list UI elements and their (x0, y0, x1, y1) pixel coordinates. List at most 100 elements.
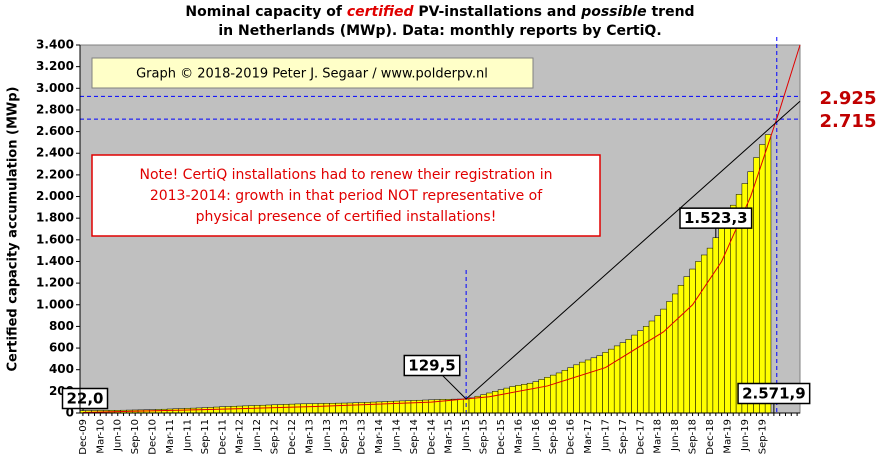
x-tick-label: Jun-14 (391, 419, 402, 452)
x-tick-label: Sep-19 (757, 419, 768, 454)
y-tick-label: 2.200 (36, 167, 74, 181)
chart-title: in Netherlands (MWp). Data: monthly repo… (218, 23, 661, 39)
y-tick-label: 3.200 (36, 59, 74, 73)
value-label: 129,5 (408, 357, 455, 375)
x-tick-label: Jun-18 (670, 419, 681, 452)
y-tick-label: 1.600 (36, 232, 74, 246)
x-tick-label: Mar-14 (374, 419, 385, 454)
title-part: PV-installations and (414, 4, 582, 20)
bar (335, 402, 342, 414)
y-axis-label: Certified capacity accumulation (MWp) (6, 87, 21, 372)
bar (596, 355, 603, 414)
bar (277, 404, 284, 414)
bar (341, 402, 348, 414)
bar (509, 386, 516, 414)
note-text: Note! CertiQ installations had to renew … (139, 167, 552, 183)
bar (683, 276, 690, 414)
bar (654, 315, 661, 414)
bar (579, 361, 586, 414)
bar (590, 357, 598, 414)
title-part: possible (580, 4, 646, 20)
x-tick-label: Jun-13 (322, 419, 333, 452)
bar (515, 385, 522, 414)
x-tick-label: Dec-10 (148, 419, 159, 455)
bar (608, 348, 615, 414)
bar (323, 403, 330, 414)
bar (224, 406, 232, 414)
bar (451, 398, 458, 414)
bar (195, 407, 203, 414)
bar (375, 401, 383, 414)
y-tick-label: 2.800 (36, 102, 74, 116)
bar (567, 367, 574, 414)
bar (625, 339, 632, 414)
bar (555, 372, 563, 414)
x-tick-label: Jun-12 (252, 419, 263, 452)
bar (393, 400, 400, 414)
bar (561, 369, 568, 414)
x-tick-label: Sep-18 (688, 419, 699, 454)
bar (573, 364, 580, 414)
x-tick-label: Dec-12 (287, 419, 298, 455)
x-tick-label: Sep-16 (548, 419, 559, 454)
chart-title: Nominal capacity of certified PV-install… (185, 4, 694, 20)
value-label-box (679, 207, 753, 229)
y-tick-label: 400 (49, 362, 74, 376)
x-tick-label: Dec-14 (426, 419, 437, 455)
x-tick-label: Sep-13 (339, 419, 350, 454)
x-tick-label: Jun-10 (113, 419, 124, 452)
bar (207, 407, 214, 414)
bar (584, 359, 592, 414)
x-tick-label: Sep-15 (479, 419, 490, 454)
bar (660, 308, 667, 414)
x-tick-label: Sep-10 (130, 419, 141, 454)
bar (259, 404, 267, 414)
x-tick-label: Jun-19 (740, 419, 751, 452)
bar (172, 408, 179, 414)
bar (230, 406, 238, 414)
bar (753, 157, 760, 414)
x-tick-label: Mar-19 (722, 419, 733, 454)
bar (317, 403, 325, 414)
bar (364, 402, 371, 414)
x-tick-label: Mar-16 (513, 419, 524, 454)
reference-label: 2.715 (820, 111, 877, 132)
y-tick-label: 0 (66, 406, 74, 420)
bar (642, 326, 650, 414)
bar (300, 403, 307, 414)
trend-line (82, 44, 801, 413)
value-label: 2.571,9 (742, 385, 806, 403)
x-tick-label: Mar-11 (165, 419, 176, 454)
bar (613, 345, 621, 414)
bar (701, 254, 708, 414)
bar (457, 398, 464, 414)
x-tick-label: Jun-16 (531, 419, 542, 452)
x-tick-label: Dec-11 (217, 419, 228, 455)
value-label-box (737, 382, 811, 405)
x-tick-label: Jun-11 (182, 419, 193, 452)
bar (474, 395, 481, 414)
value-label: 22,0 (66, 390, 103, 408)
y-tick-label: 3.400 (36, 38, 74, 52)
bar (352, 402, 359, 414)
bar (526, 382, 534, 414)
y-tick-label: 1.800 (36, 211, 74, 225)
x-tick-label: Jun-15 (461, 419, 472, 452)
bar (201, 407, 208, 414)
bar (550, 374, 557, 414)
bar (631, 334, 638, 414)
x-tick-label: Dec-09 (78, 419, 89, 455)
x-tick-label: Mar-15 (444, 419, 455, 454)
bar (648, 320, 656, 414)
bar (282, 404, 290, 414)
bar (358, 402, 365, 414)
title-part: Nominal capacity of (185, 4, 346, 20)
y-tick-label: 2.600 (36, 124, 74, 138)
y-tick-label: 800 (49, 319, 74, 333)
bar (538, 379, 545, 414)
bar (619, 342, 627, 414)
trend-line (465, 100, 801, 400)
bar (219, 406, 226, 414)
x-tick-label: Mar-12 (235, 419, 246, 454)
